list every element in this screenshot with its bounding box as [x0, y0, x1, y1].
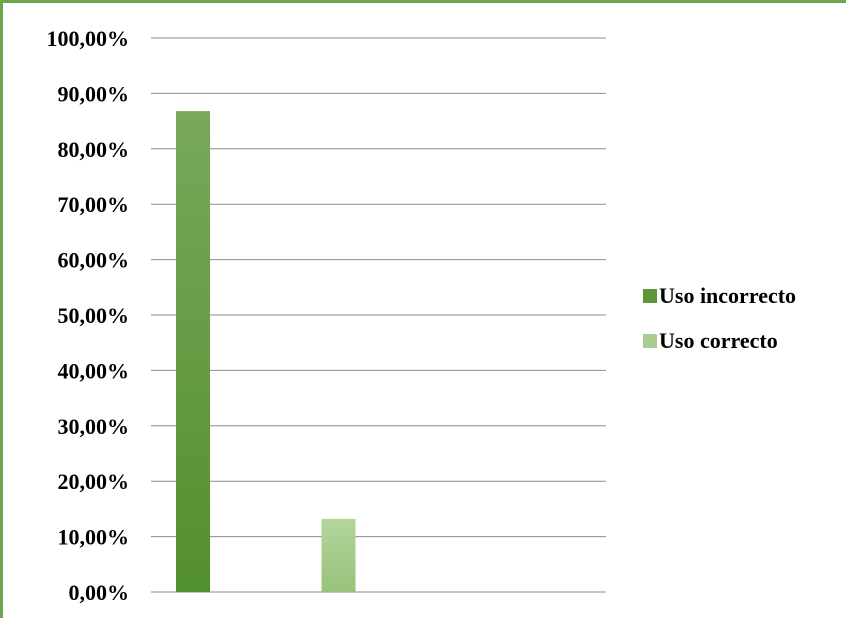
y-tick-label: 90,00% — [58, 81, 130, 106]
y-tick-label: 40,00% — [58, 358, 130, 383]
y-tick-label: 60,00% — [58, 248, 130, 273]
y-tick-label: 50,00% — [58, 303, 130, 328]
legend-label: Uso correcto — [659, 328, 778, 353]
y-tick-label: 30,00% — [58, 414, 130, 439]
y-tick-label: 100,00% — [47, 26, 130, 51]
legend: Uso incorrecto Uso correcto — [643, 283, 796, 353]
y-tick-label: 80,00% — [58, 137, 130, 162]
bar-chart: 0,00% 10,00% 20,00% 30,00% 40,00% 50,00% 60,00… — [47, 26, 797, 605]
y-tick-label: 20,00% — [58, 469, 130, 494]
legend-label: Uso incorrecto — [659, 283, 796, 308]
y-axis-tick-labels: 0,00% 10,00% 20,00% 30,00% 40,00% 50,00% 60,00… — [47, 26, 130, 605]
y-tick-label: 10,00% — [58, 525, 130, 550]
bar-uso-correcto — [321, 518, 356, 592]
y-tick-label: 70,00% — [58, 192, 130, 217]
bars — [176, 111, 356, 593]
bar-uso-incorrecto — [176, 111, 210, 593]
legend-swatch — [643, 334, 657, 348]
gridlines — [151, 37, 606, 593]
y-tick-label: 0,00% — [69, 580, 130, 605]
legend-swatch — [643, 289, 657, 303]
